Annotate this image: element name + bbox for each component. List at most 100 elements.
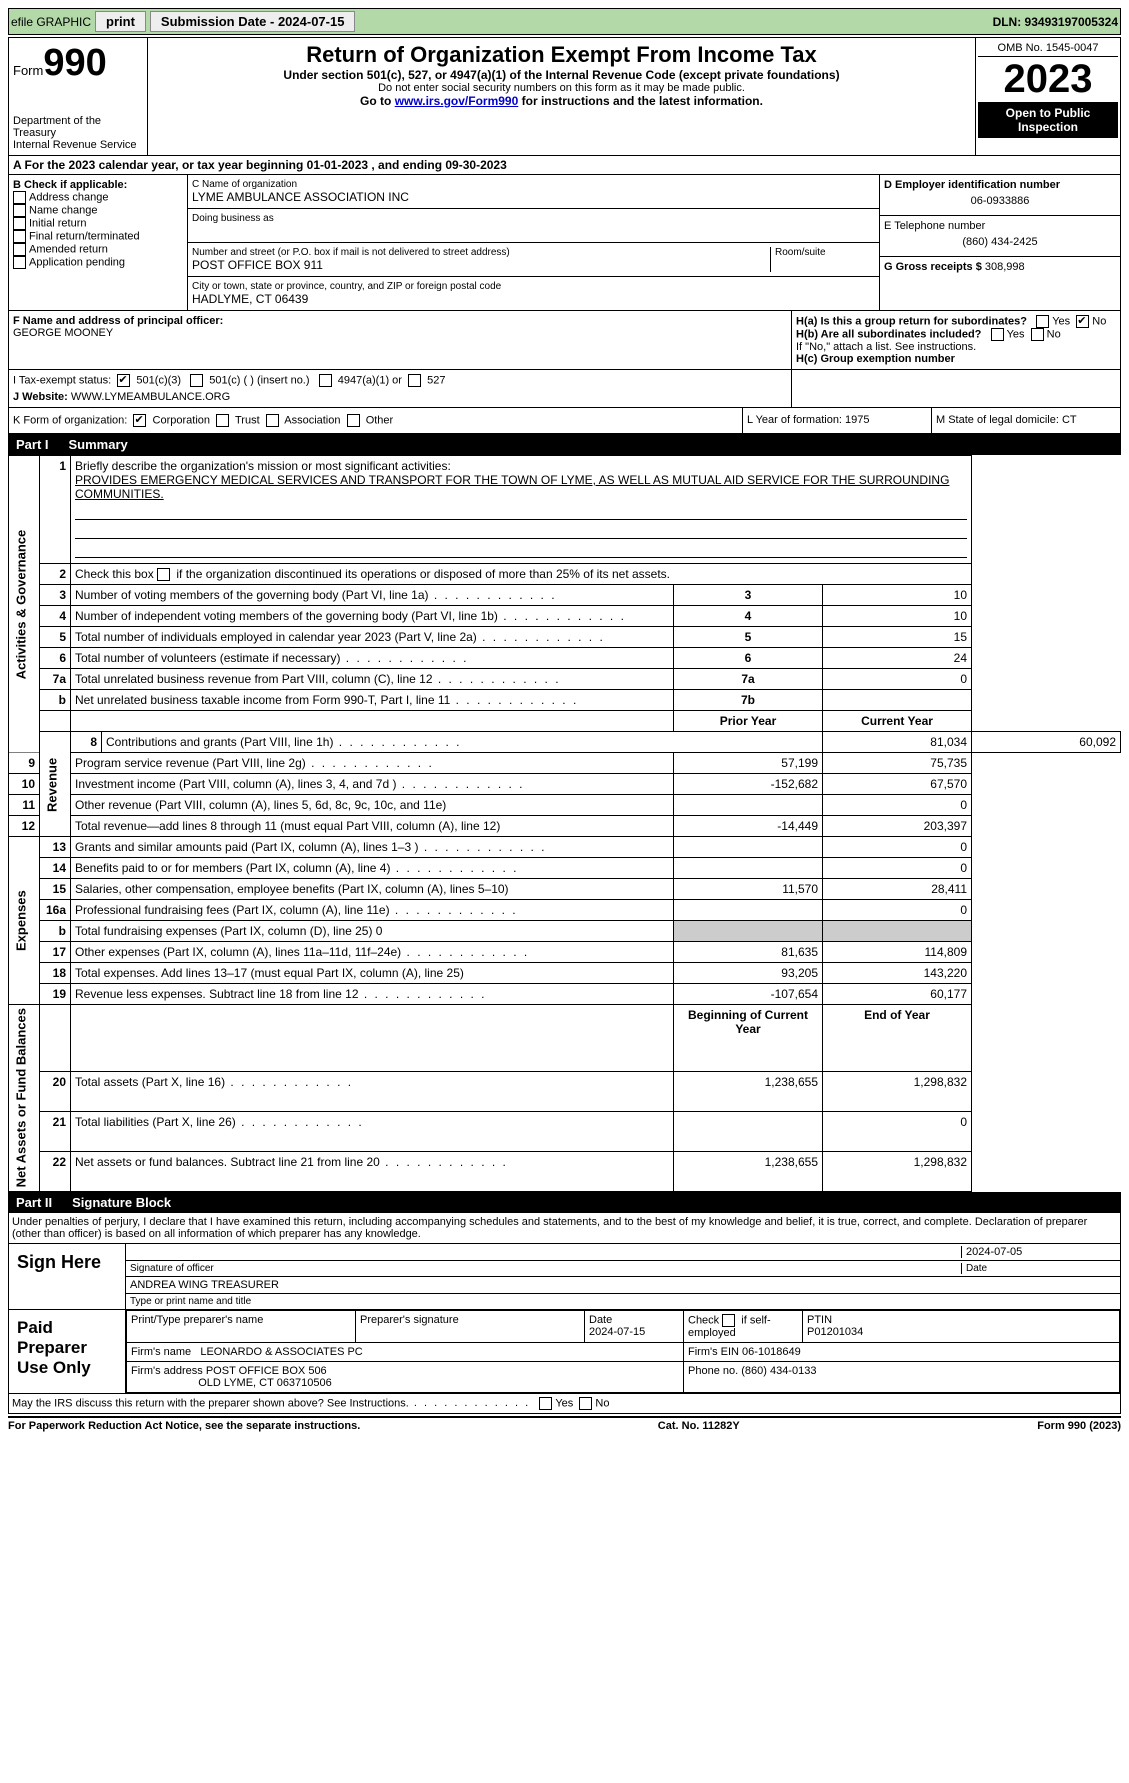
may-irs-no[interactable]: [579, 1397, 592, 1410]
i-501c3[interactable]: [117, 374, 130, 387]
header-details: B Check if applicable: Address change Na…: [8, 175, 1121, 311]
dept-label: Department of the Treasury: [13, 115, 143, 139]
k-assoc[interactable]: [266, 414, 279, 427]
top-toolbar: efile GRAPHIC print Submission Date - 20…: [8, 8, 1121, 35]
gross-label: G Gross receipts $: [884, 261, 982, 273]
signature-block: Sign Here 2024-07-05 Signature of office…: [8, 1244, 1121, 1394]
paid-preparer-label: Paid Preparer Use Only: [9, 1310, 126, 1393]
website: WWW.LYMEAMBULANCE.ORG: [71, 391, 230, 403]
firm-name: LEONARDO & ASSOCIATES PC: [200, 1346, 362, 1358]
i-4947[interactable]: [319, 374, 332, 387]
f-label: F Name and address of principal officer:: [13, 315, 223, 327]
open-inspection: Open to Public Inspection: [978, 102, 1118, 138]
form-subtitle: Under section 501(c), 527, or 4947(a)(1)…: [152, 68, 971, 82]
row-fh: F Name and address of principal officer:…: [8, 311, 1121, 370]
firm-phone: (860) 434-0133: [741, 1365, 816, 1377]
form-warning: Do not enter social security numbers on …: [152, 82, 971, 94]
box-b-title: B Check if applicable:: [13, 179, 127, 191]
dln-label: DLN: 93493197005324: [993, 15, 1118, 29]
street-label: Number and street (or P.O. box if mail i…: [192, 247, 766, 258]
ptin: P01201034: [807, 1326, 863, 1338]
may-irs-yes[interactable]: [539, 1397, 552, 1410]
hb-no[interactable]: [1031, 328, 1044, 341]
hc-label: H(c) Group exemption number: [796, 353, 955, 365]
part2-title: Signature Block: [72, 1195, 171, 1210]
dba-label: Doing business as: [192, 213, 875, 224]
irs-label: Internal Revenue Service: [13, 139, 143, 151]
i-label: I Tax-exempt status:: [13, 374, 111, 386]
submission-date-button[interactable]: Submission Date - 2024-07-15: [150, 11, 356, 32]
page-footer: For Paperwork Reduction Act Notice, see …: [8, 1416, 1121, 1432]
footer-right: Form 990 (2023): [1037, 1420, 1121, 1432]
m-state: M State of legal domicile: CT: [932, 408, 1120, 433]
hb-yes[interactable]: [991, 328, 1004, 341]
checkbox-pending[interactable]: [13, 256, 26, 269]
sig-officer-label: Signature of officer: [130, 1263, 961, 1274]
checkbox-name-change[interactable]: [13, 204, 26, 217]
part1-header: Part I Summary: [8, 434, 1121, 455]
omb-number: OMB No. 1545-0047: [978, 40, 1118, 57]
goto-link[interactable]: www.irs.gov/Form990: [395, 94, 519, 108]
footer-mid: Cat. No. 11282Y: [658, 1420, 740, 1432]
goto-pre: Go to: [360, 94, 395, 108]
row-ij: I Tax-exempt status: 501(c)(3) 501(c) ( …: [8, 370, 1121, 408]
firm-addr: POST OFFICE BOX 506: [206, 1365, 327, 1377]
l-year: L Year of formation: 1975: [743, 408, 932, 433]
footer-left: For Paperwork Reduction Act Notice, see …: [8, 1420, 360, 1432]
tab-governance: Activities & Governance: [9, 456, 40, 753]
city-label: City or town, state or province, country…: [192, 281, 875, 292]
tab-net: Net Assets or Fund Balances: [9, 1005, 40, 1191]
phone: (860) 434-2425: [884, 232, 1116, 252]
officer-name: GEORGE MOONEY: [13, 327, 113, 339]
k-corp[interactable]: [133, 414, 146, 427]
officer-name-title: ANDREA WING TREASURER: [126, 1277, 1120, 1294]
ein-label: D Employer identification number: [884, 179, 1060, 191]
self-employed-checkbox[interactable]: [722, 1314, 735, 1327]
checkbox-address-change[interactable]: [13, 191, 26, 204]
print-button[interactable]: print: [95, 11, 146, 32]
room-label: Room/suite: [775, 247, 875, 258]
sign-here-label: Sign Here: [9, 1244, 126, 1309]
row-klm: K Form of organization: Corporation Trus…: [8, 408, 1121, 434]
form-header: Form990 Department of the Treasury Inter…: [8, 37, 1121, 156]
i-527[interactable]: [408, 374, 421, 387]
part1-num: Part I: [16, 437, 49, 452]
j-label: J Website:: [13, 391, 71, 403]
pt-sig-label: Preparer's signature: [356, 1310, 585, 1342]
goto-post: for instructions and the latest informat…: [518, 94, 763, 108]
sig-date-label: Date: [961, 1263, 1116, 1274]
part2-header: Part II Signature Block: [8, 1192, 1121, 1213]
city: HADLYME, CT 06439: [192, 292, 875, 306]
ha-label: H(a) Is this a group return for subordin…: [796, 315, 1027, 327]
tax-year: 2023: [978, 57, 1118, 102]
org-name: LYME AMBULANCE ASSOCIATION INC: [192, 190, 875, 204]
hb-label: H(b) Are all subordinates included?: [796, 328, 981, 340]
k-other[interactable]: [347, 414, 360, 427]
form-number: 990: [43, 42, 106, 84]
sig-date: 2024-07-05: [961, 1246, 1116, 1258]
street: POST OFFICE BOX 911: [192, 258, 766, 272]
tab-revenue: Revenue: [40, 732, 71, 837]
form-title: Return of Organization Exempt From Incom…: [152, 42, 971, 68]
declaration: Under penalties of perjury, I declare th…: [8, 1213, 1121, 1244]
may-irs-row: May the IRS discuss this return with the…: [8, 1394, 1121, 1414]
pt-date: 2024-07-15: [589, 1326, 645, 1338]
i-501c[interactable]: [190, 374, 203, 387]
name-title-label: Type or print name and title: [126, 1294, 1120, 1309]
ha-yes[interactable]: [1036, 315, 1049, 328]
form-prefix: Form: [13, 63, 43, 78]
k-label: K Form of organization:: [13, 414, 127, 426]
q1-label: Briefly describe the organization's miss…: [75, 459, 451, 473]
checkbox-amended[interactable]: [13, 243, 26, 256]
checkbox-initial-return[interactable]: [13, 217, 26, 230]
firm-ein: 06-1018649: [742, 1346, 801, 1358]
checkbox-final-return[interactable]: [13, 230, 26, 243]
phone-label: E Telephone number: [884, 220, 985, 232]
preparer-table: Print/Type preparer's name Preparer's si…: [126, 1310, 1120, 1393]
ha-no[interactable]: [1076, 315, 1089, 328]
firm-addr2: OLD LYME, CT 063710506: [198, 1377, 332, 1389]
k-trust[interactable]: [216, 414, 229, 427]
hb-note: If "No," attach a list. See instructions…: [796, 341, 1116, 353]
q2-checkbox[interactable]: [157, 568, 170, 581]
summary-table: Activities & Governance 1 Briefly descri…: [8, 455, 1121, 1192]
